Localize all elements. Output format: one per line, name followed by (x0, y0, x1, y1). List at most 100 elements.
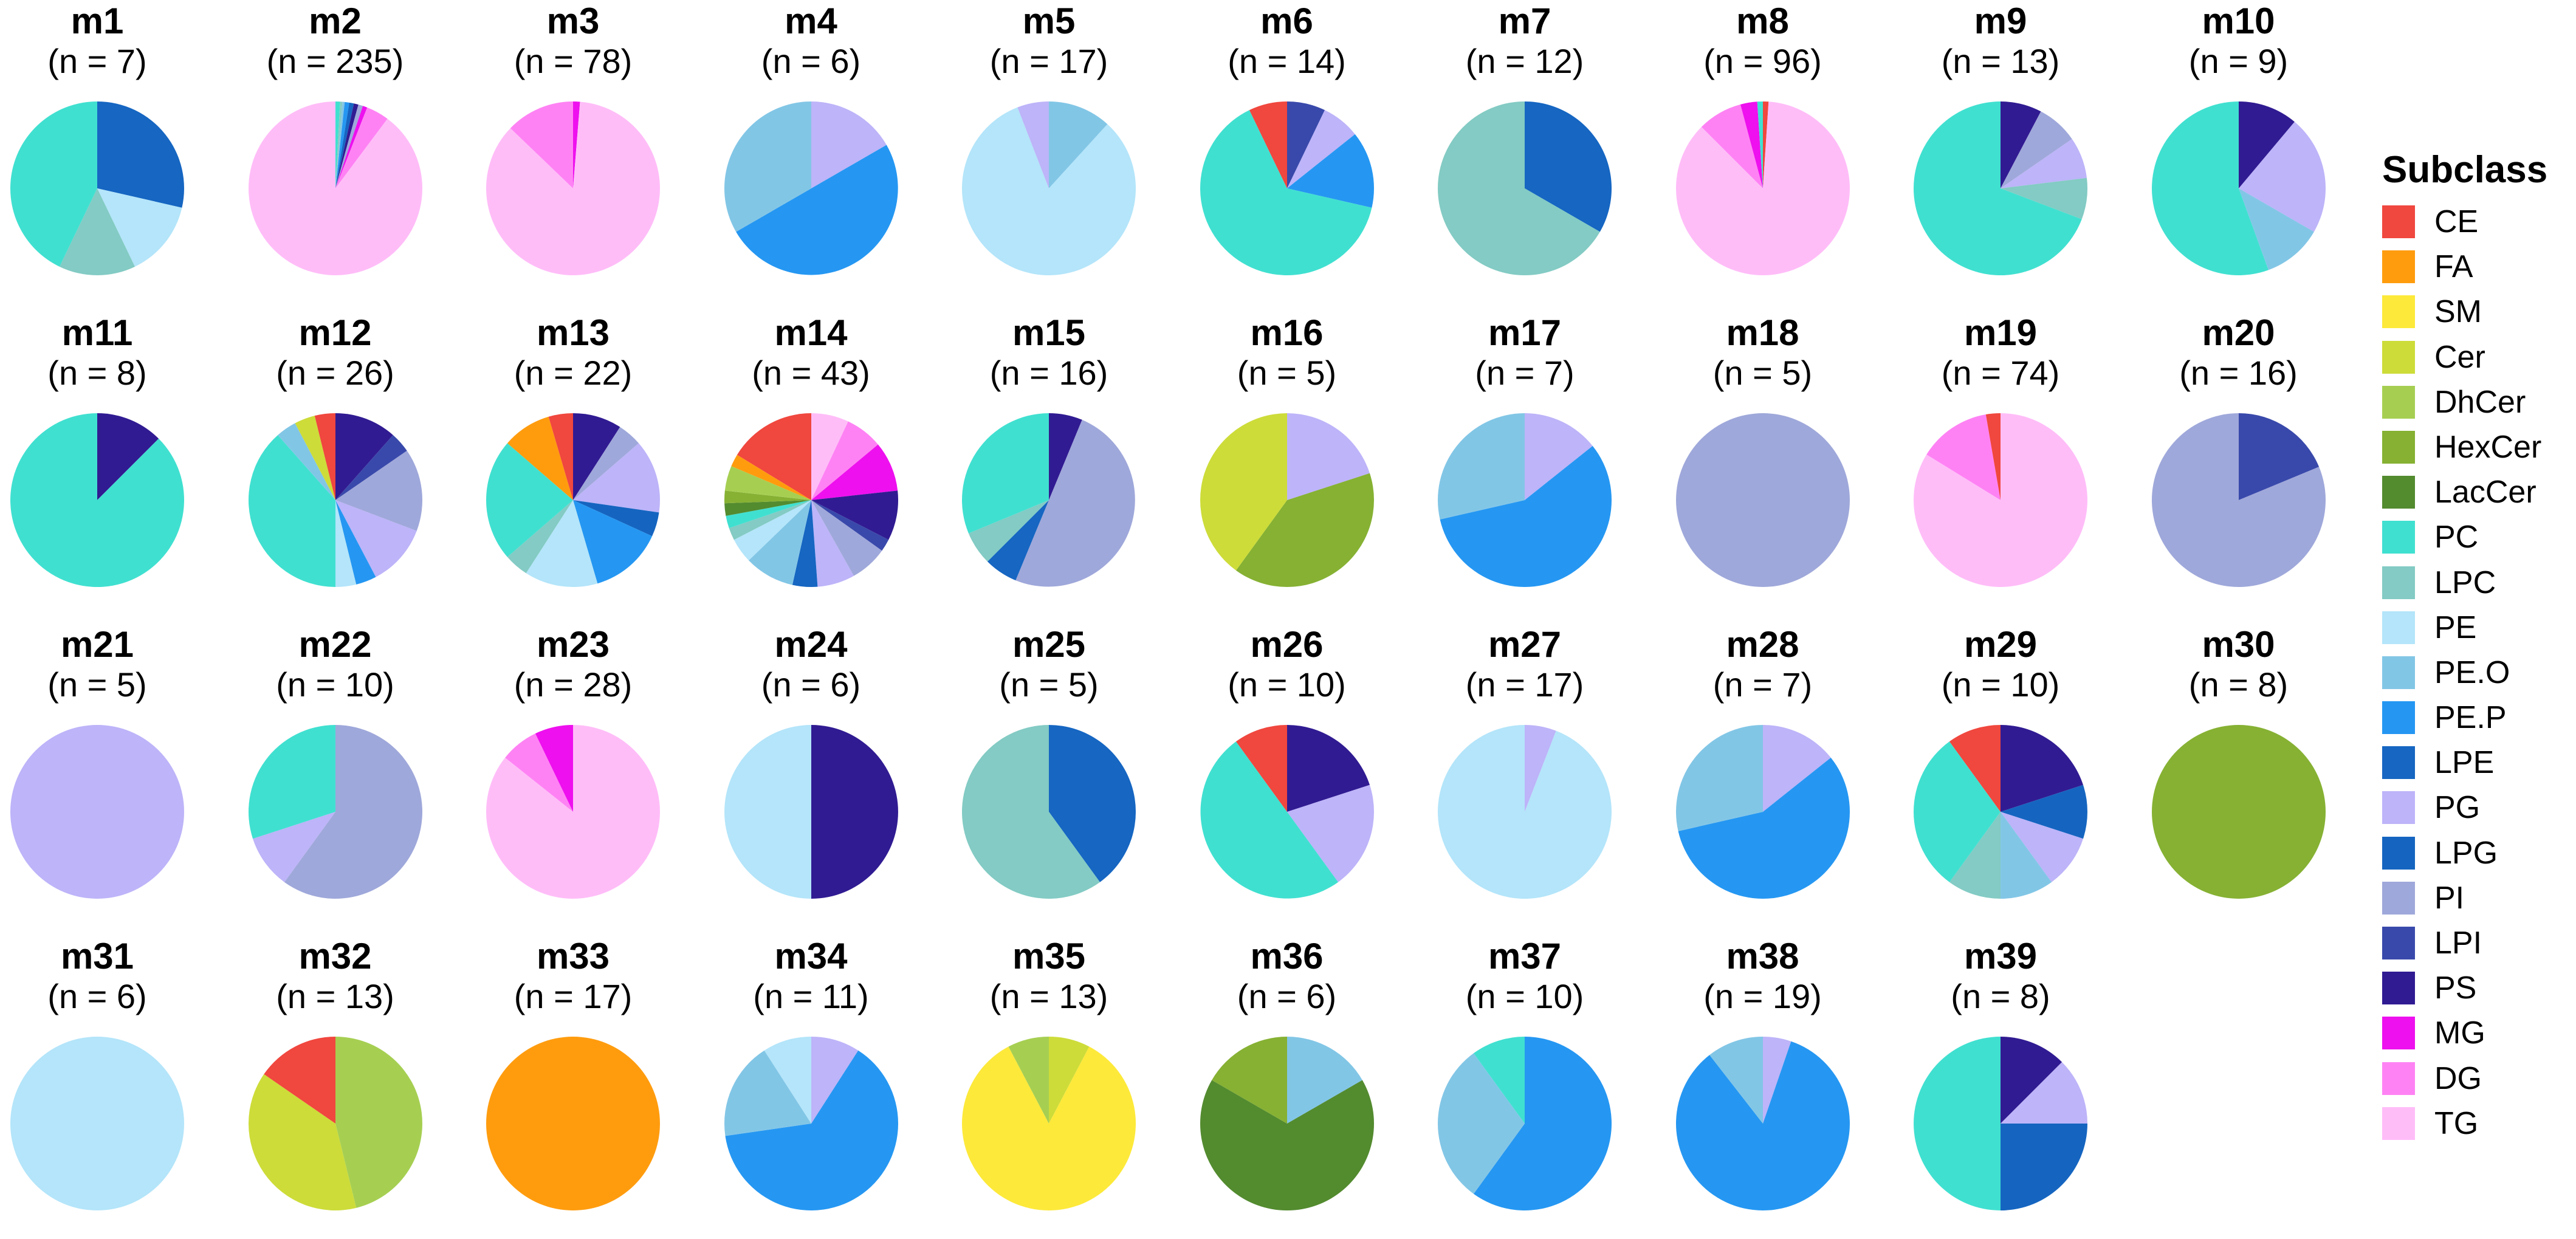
legend-swatch (2382, 746, 2415, 780)
pie-slice-PS (2001, 1037, 2063, 1124)
pie-title: m19 (1963, 312, 2038, 353)
legend-swatch (2382, 250, 2415, 284)
pie (1200, 101, 1374, 275)
legend-item: Cer (2382, 335, 2571, 380)
pie-slice-SM (962, 1046, 1136, 1210)
pie-title: m27 (1488, 624, 1562, 665)
pie-count-label: (n = 7) (1475, 354, 1575, 392)
pie-chart-m13: m13 (n = 22) (482, 312, 664, 616)
pie-slice-PE (97, 188, 182, 267)
pie-slice-PE.P (724, 1050, 898, 1211)
legend-label: SM (2434, 294, 2482, 330)
pie-slice-LPC (335, 101, 342, 188)
pie-slice-DG (1926, 414, 2001, 500)
pie (248, 413, 422, 587)
pie-slice-PS (2001, 725, 2083, 812)
pie-chart-m5: m5 (n = 17) (958, 0, 1140, 304)
pie-count-label: (n = 78) (513, 42, 633, 80)
pie (724, 101, 898, 275)
pie-slice-DhCer (335, 1037, 422, 1208)
legend-item: PI (2382, 876, 2571, 921)
pie-slice-HexCer (724, 490, 811, 504)
pie-slice-CE (1762, 101, 1768, 188)
pie-slice-DG (335, 107, 388, 188)
pie-slice-PC (962, 413, 1049, 534)
pie-slice-Cer (1200, 413, 1287, 571)
pie-slice-PI (284, 725, 422, 899)
pie-slice-PC (10, 413, 185, 587)
pie-chart-m35: m35 (n = 13) (958, 935, 1140, 1239)
pie-slice-PG (811, 500, 854, 587)
pie-title: m2 (309, 1, 362, 41)
pie-chart-m30: m30 (n = 8) (2148, 623, 2330, 927)
legend-label: PE.O (2434, 654, 2510, 690)
pie-slice-PS (1049, 413, 1082, 500)
legend-swatch (2382, 385, 2415, 419)
pie-title: m39 (1963, 936, 2038, 976)
pie-title: m15 (1012, 312, 1086, 353)
pie (2151, 413, 2326, 587)
pie-slice-LPE (1525, 101, 1612, 232)
pie (1200, 725, 1374, 899)
legend-swatch (2382, 701, 2415, 735)
pie-slice-HexCer (2151, 725, 2326, 899)
legend-swatch (2382, 611, 2415, 644)
pie-slice-PG (1286, 413, 1370, 500)
pie-slice-PS (2238, 101, 2295, 188)
pie-slice-CE (548, 413, 573, 500)
pie-slice-HexCer (1235, 473, 1374, 587)
pie-slice-MG (573, 101, 580, 188)
pie-count-label: (n = 28) (513, 665, 633, 704)
legend-item: PE (2382, 605, 2571, 650)
pie-title: m38 (1726, 936, 1799, 976)
pie-count-label: (n = 14) (1228, 42, 1346, 80)
pie-title: m20 (2202, 312, 2275, 353)
pie (1675, 101, 1850, 276)
pie-count-label: (n = 10) (1941, 665, 2060, 704)
pie-chart-grid: m1 (n = 7) m2 (n = 235) m3 (n = 78) m4 (n = 6) m… (6, 0, 2330, 1211)
pie-slice-PE.P (335, 500, 376, 585)
legend-item: LacCer (2382, 470, 2571, 515)
legend-label: LPI (2434, 925, 2482, 961)
pie-slice-TG (486, 101, 661, 275)
pie-slice-PC (1200, 110, 1372, 275)
pie-slice-LPG (573, 500, 659, 537)
pie-title: m5 (1022, 1, 1076, 41)
legend-swatch (2382, 972, 2415, 1005)
pie-slice-PE.P (335, 101, 349, 188)
pie-title: m12 (298, 312, 372, 353)
pie (486, 725, 661, 899)
pie (1914, 101, 2088, 275)
pie-slice-PS (335, 103, 359, 188)
pie-count-label: (n = 13) (989, 977, 1108, 1015)
pie (962, 413, 1135, 587)
pie-count-label: (n = 6) (761, 42, 861, 80)
pie-slice-LacCer (724, 500, 811, 516)
pie-slice-CE (1235, 725, 1287, 812)
pie-slice-TG (811, 413, 848, 500)
pie-title: m25 (1012, 624, 1086, 665)
legend-item: PG (2382, 785, 2571, 830)
pie-chart-m24: m24 (n = 6) (720, 623, 902, 927)
legend-label: PI (2434, 880, 2465, 916)
pie-slice-PI (811, 500, 882, 576)
pie-slice-PI (1015, 419, 1135, 587)
pie-slice-PE.O (1675, 725, 1763, 831)
pie-slice-TG (1675, 101, 1850, 276)
pie-count-label: (n = 12) (1465, 42, 1584, 80)
legend-label: LPE (2434, 745, 2495, 781)
legend-swatch (2382, 1017, 2415, 1050)
pie-slice-PE.P (1473, 1037, 1612, 1210)
pie-slice-CE (1949, 725, 2001, 812)
pie-count-label: (n = 8) (47, 354, 147, 392)
legend-item: PC (2382, 515, 2571, 560)
pie-slice-PG (811, 101, 887, 188)
pie-title: m33 (536, 936, 610, 976)
pie-chart-m10: m10 (n = 9) (2148, 0, 2330, 304)
pie-chart-m25: m25 (n = 5) (958, 623, 1140, 927)
pie-slice-PI (335, 450, 422, 531)
pie-slice-PC (2151, 101, 2269, 276)
pie-chart-m1: m1 (n = 7) (6, 0, 188, 304)
pie-slice-LacCer (1200, 1080, 1374, 1211)
legend-swatch (2382, 521, 2415, 554)
